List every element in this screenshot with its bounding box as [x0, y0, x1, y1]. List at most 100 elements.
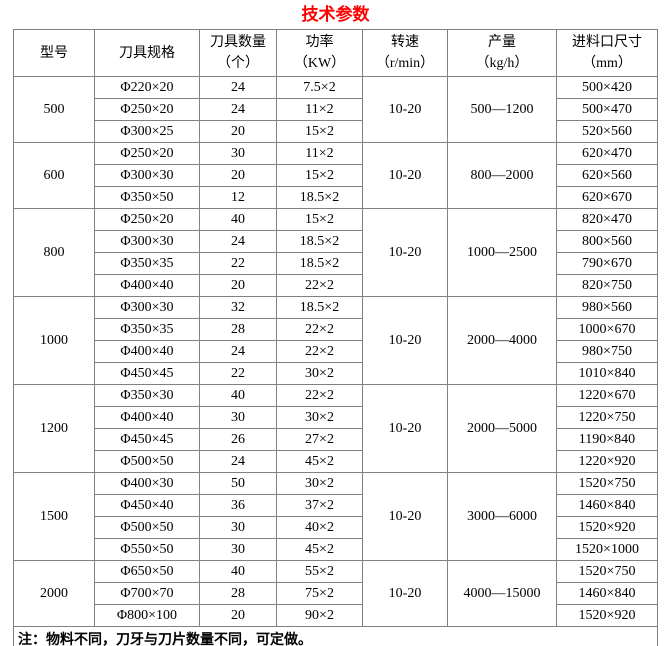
table-row: 800 Φ250×20 40 15×2 10-20 1000—2500 820×470 — [13, 208, 658, 297]
inlet-cell: 1520×750 — [556, 560, 658, 583]
column-header: 进料口尺寸 （mm） — [556, 29, 658, 77]
model-cell: 1500 — [13, 472, 95, 561]
qty-cell: 30 — [199, 406, 277, 429]
speed-cell: 10-20 — [362, 76, 448, 143]
inlet-cell: 500×470 — [556, 98, 658, 121]
inlet-cell: 1460×840 — [556, 494, 658, 517]
inlet-cell: 500×420 — [556, 76, 658, 99]
qty-cell: 30 — [199, 142, 277, 165]
power-cell: 11×2 — [276, 142, 363, 165]
spec-cell: Φ350×35 — [94, 318, 200, 341]
speed-cell: 10-20 — [362, 142, 448, 209]
spec-cell: Φ250×20 — [94, 142, 200, 165]
spec-cell: Φ500×50 — [94, 516, 200, 539]
qty-cell: 20 — [199, 164, 277, 187]
qty-cell: 40 — [199, 560, 277, 583]
qty-cell: 28 — [199, 318, 277, 341]
spec-cell: Φ350×30 — [94, 384, 200, 407]
spec-cell: Φ350×50 — [94, 186, 200, 209]
inlet-cell: 620×670 — [556, 186, 658, 209]
spec-cell: Φ450×40 — [94, 494, 200, 517]
power-cell: 18.5×2 — [276, 296, 363, 319]
table-row: Φ450×45 22 30×2 1010×840 — [14, 362, 658, 385]
power-cell: 45×2 — [276, 450, 363, 473]
table-row: 500 Φ220×20 24 7.5×2 10-20 500—1200 500×420 — [13, 76, 658, 143]
table-row: Φ400×40 24 22×2 980×750 — [14, 340, 658, 363]
table-row: Φ300×25 20 15×2 520×560 — [14, 120, 658, 143]
table-row: Φ450×40 36 37×2 1460×840 — [14, 494, 658, 517]
spec-cell: Φ250×20 — [94, 208, 200, 231]
qty-cell: 12 — [199, 186, 277, 209]
power-cell: 15×2 — [276, 208, 363, 231]
table-row: 2000 Φ650×50 40 55×2 10-20 4000—15000 1520×750 — [13, 560, 658, 627]
header-row: 型号 刀具规格 刀具数量 （个） 功率 （KW） 转速 （r/min） 产量 （kg/h） 进料口尺… — [13, 29, 658, 77]
inlet-cell: 790×670 — [556, 252, 658, 275]
qty-cell: 30 — [199, 538, 277, 561]
column-header: 型号 — [13, 29, 95, 77]
speed-cell: 10-20 — [362, 560, 448, 627]
output-cell: 2000—4000 — [447, 296, 557, 385]
spec-cell: Φ250×20 — [94, 98, 200, 121]
qty-cell: 26 — [199, 428, 277, 451]
spec-table-head: 型号 刀具规格 刀具数量 （个） 功率 （KW） 转速 （r/min） 产量 （kg/h） 进料口尺… — [13, 29, 658, 77]
inlet-cell: 520×560 — [556, 120, 658, 143]
power-cell: 7.5×2 — [276, 76, 363, 99]
table-row: Φ400×40 30 30×2 1220×750 — [14, 406, 658, 429]
power-cell: 30×2 — [276, 472, 363, 495]
model-cell: 600 — [13, 142, 95, 209]
spec-cell: Φ400×40 — [94, 406, 200, 429]
spec-table-foot: 注：物料不同，刀牙与刀片数量不同，可定做。 — [13, 626, 658, 646]
power-cell: 15×2 — [276, 164, 363, 187]
inlet-cell: 1000×670 — [556, 318, 658, 341]
model-cell: 2000 — [13, 560, 95, 627]
table-row: Φ350×35 28 22×2 1000×670 — [14, 318, 658, 341]
output-cell: 3000—6000 — [447, 472, 557, 561]
power-cell: 30×2 — [276, 406, 363, 429]
table-row: 1200 Φ350×30 40 22×2 10-20 2000—5000 1220×670 — [13, 384, 658, 473]
spec-cell: Φ400×40 — [94, 274, 200, 297]
qty-cell: 32 — [199, 296, 277, 319]
spec-cell: Φ400×40 — [94, 340, 200, 363]
speed-cell: 10-20 — [362, 384, 448, 473]
table-row: Φ800×100 20 90×2 1520×920 — [14, 604, 658, 627]
column-header: 刀具规格 — [94, 29, 200, 77]
table-row: 1500 Φ400×30 50 30×2 10-20 3000—6000 1520×750 — [13, 472, 658, 561]
power-cell: 75×2 — [276, 582, 363, 605]
column-header: 产量 （kg/h） — [447, 29, 557, 77]
spec-cell: Φ500×50 — [94, 450, 200, 473]
inlet-cell: 1190×840 — [556, 428, 658, 451]
column-header: 转速 （r/min） — [362, 29, 448, 77]
qty-cell: 28 — [199, 582, 277, 605]
page-title: 技术参数 — [301, 5, 370, 24]
inlet-cell: 800×560 — [556, 230, 658, 253]
table-row: Φ500×50 30 40×2 1520×920 — [14, 516, 658, 539]
spec-cell: Φ700×70 — [94, 582, 200, 605]
qty-cell: 22 — [199, 362, 277, 385]
spec-cell: Φ300×25 — [94, 120, 200, 143]
table-row: Φ300×30 24 18.5×2 800×560 — [14, 230, 658, 253]
table-row: Φ450×45 26 27×2 1190×840 — [14, 428, 658, 451]
qty-cell: 24 — [199, 98, 277, 121]
table-row: Φ400×40 20 22×2 820×750 — [14, 274, 658, 297]
table-row: 600 Φ250×20 30 11×2 10-20 800—2000 620×470 — [13, 142, 658, 209]
inlet-cell: 1220×920 — [556, 450, 658, 473]
inlet-cell: 1010×840 — [556, 362, 658, 385]
inlet-cell: 820×470 — [556, 208, 658, 231]
qty-cell: 24 — [199, 340, 277, 363]
output-cell: 800—2000 — [447, 142, 557, 209]
output-cell: 4000—15000 — [447, 560, 557, 627]
spec-cell: Φ350×35 — [94, 252, 200, 275]
table-row: Φ300×30 20 15×2 620×560 — [14, 164, 658, 187]
inlet-cell: 820×750 — [556, 274, 658, 297]
power-cell: 22×2 — [276, 340, 363, 363]
qty-cell: 36 — [199, 494, 277, 517]
model-cell: 500 — [13, 76, 95, 143]
output-cell: 1000—2500 — [447, 208, 557, 297]
power-cell: 18.5×2 — [276, 252, 363, 275]
inlet-cell: 1520×1000 — [556, 538, 658, 561]
power-cell: 90×2 — [276, 604, 363, 627]
power-cell: 15×2 — [276, 120, 363, 143]
spec-cell: Φ400×30 — [94, 472, 200, 495]
qty-cell: 40 — [199, 384, 277, 407]
